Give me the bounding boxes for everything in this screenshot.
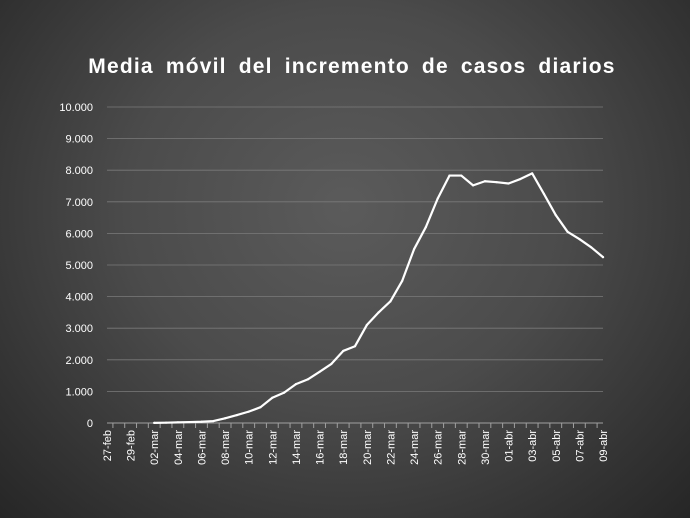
x-tick-label: 05-abr — [551, 430, 563, 462]
series-layer — [153, 172, 605, 424]
gridlines — [107, 106, 603, 392]
x-tick-label: 01-abr — [504, 430, 516, 462]
data-point — [176, 421, 179, 424]
data-point — [283, 391, 286, 394]
y-tick-label: 1.000 — [65, 386, 93, 398]
x-tick-label: 09-abr — [598, 430, 610, 462]
x-tick-label: 26-mar — [433, 430, 445, 465]
data-point — [507, 182, 510, 185]
data-point — [235, 414, 239, 417]
data-point — [318, 370, 321, 373]
x-tick-label: 03-abr — [527, 430, 539, 462]
data-point — [223, 417, 227, 420]
y-tick-label: 2.000 — [65, 355, 93, 367]
x-tick-label: 06-mar — [196, 430, 208, 465]
data-point — [188, 420, 191, 424]
x-tick-label: 28-mar — [456, 430, 468, 465]
data-point — [212, 420, 215, 423]
x-tick-label: 12-mar — [267, 430, 279, 465]
data-point — [542, 192, 546, 195]
x-tick-label: 14-mar — [291, 430, 303, 465]
data-point — [389, 300, 392, 303]
data-point — [471, 184, 475, 187]
data-point — [259, 406, 262, 409]
x-tick-label: 07-abr — [574, 430, 586, 462]
data-point — [448, 174, 451, 177]
data-point — [271, 396, 274, 399]
x-tick-label: 22-mar — [385, 430, 397, 465]
x-tick-label: 02-mar — [149, 430, 161, 465]
data-point — [483, 180, 487, 183]
data-point — [247, 410, 250, 413]
data-point — [353, 345, 357, 348]
data-point — [460, 174, 463, 177]
data-point — [554, 213, 557, 217]
x-axis — [107, 422, 603, 428]
x-tick-label: 20-mar — [362, 430, 374, 465]
y-tick-label: 5.000 — [65, 260, 93, 272]
y-tick-label: 10.000 — [59, 102, 93, 114]
data-point — [401, 279, 404, 282]
data-point — [424, 225, 427, 229]
data-point — [153, 421, 156, 424]
data-point — [200, 420, 203, 423]
x-tick-label: 04-mar — [173, 430, 185, 465]
y-tick-label: 3.000 — [65, 323, 93, 335]
x-tick-label: 18-mar — [338, 430, 350, 465]
x-tick-label: 10-mar — [244, 430, 256, 465]
y-tick-label: 6.000 — [65, 228, 93, 240]
x-axis-tick-labels: 27-feb 29-feb 02-mar 04-mar 06-mar 08-mar 10-m… — [102, 430, 610, 465]
y-tick-label: 9.000 — [65, 134, 93, 146]
series-line — [153, 172, 605, 424]
data-point — [436, 197, 439, 200]
data-point — [377, 311, 380, 314]
y-tick-label: 8.000 — [65, 165, 93, 177]
data-point — [342, 349, 345, 353]
chart-title: Media móvil del incremento de casos diar… — [88, 55, 615, 78]
x-tick-label: 08-mar — [220, 430, 232, 465]
data-point — [519, 177, 522, 181]
y-tick-label: 0 — [87, 418, 93, 430]
data-point — [306, 378, 309, 381]
data-point — [412, 248, 416, 251]
x-tick-label: 27-feb — [102, 430, 114, 461]
data-point — [566, 230, 569, 233]
data-point — [294, 383, 298, 386]
data-point — [330, 362, 333, 366]
x-tick-label: 29-feb — [126, 430, 138, 461]
data-point — [365, 323, 368, 327]
y-tick-label: 4.000 — [65, 292, 93, 304]
data-point — [601, 256, 605, 259]
data-point — [590, 246, 593, 249]
data-point — [495, 181, 498, 184]
data-point — [164, 421, 168, 424]
data-point — [531, 172, 534, 175]
x-tick-label: 30-mar — [480, 430, 492, 465]
y-tick-label: 7.000 — [65, 197, 93, 209]
data-point — [578, 237, 581, 241]
y-axis-tick-labels: 0 1.000 2.000 3.000 4.000 5.000 6.000 7.000 8.00… — [59, 102, 93, 430]
x-tick-label: 16-mar — [315, 430, 327, 465]
x-tick-label: 24-mar — [409, 430, 421, 465]
